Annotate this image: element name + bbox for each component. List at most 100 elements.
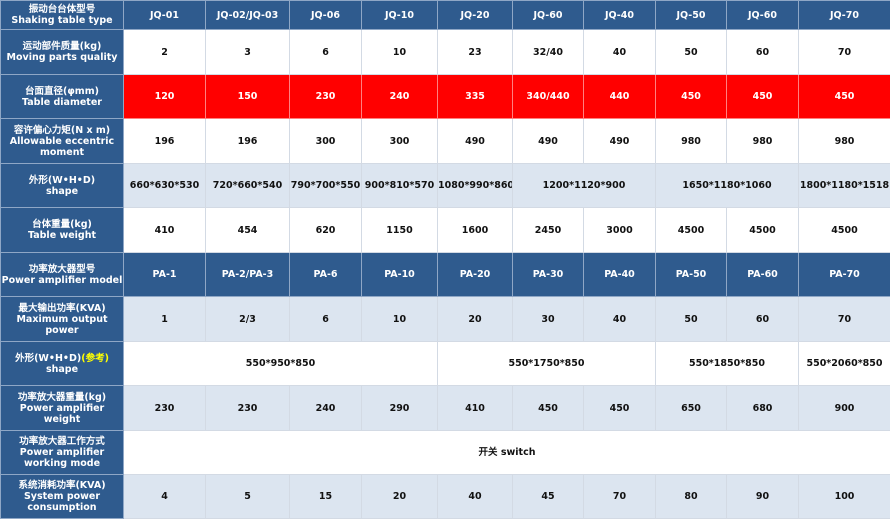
table-cell: 450 — [727, 75, 799, 119]
table-cell: 50 — [656, 297, 727, 342]
row-label-cn: 容许偏心力矩(N x m) — [1, 125, 123, 136]
table-cell: 980 — [727, 119, 799, 164]
table-cell: 335 — [438, 75, 513, 119]
table-cell: 90 — [727, 475, 799, 519]
row-label-cn: 系统消耗功率(KVA) — [1, 480, 123, 491]
table-cell: 550*1750*850 — [438, 342, 656, 386]
table-cell: 290 — [362, 386, 438, 431]
table-cell: JQ-20 — [438, 1, 513, 30]
table-cell: PA-70 — [799, 253, 890, 297]
row-label-cn: 振动台台体型号 — [1, 4, 123, 15]
table-cell: JQ-01 — [124, 1, 206, 30]
table-cell: 40 — [584, 30, 656, 75]
table-cell: 410 — [438, 386, 513, 431]
table-cell: 900*810*570 — [362, 164, 438, 208]
table-cell: 30 — [513, 297, 584, 342]
table-cell: 900 — [799, 386, 890, 431]
table-cell: 50 — [656, 30, 727, 75]
row-label-cn-text: 外形(W•H•D) — [15, 353, 81, 364]
table-cell: 3000 — [584, 208, 656, 253]
row-label-cn: 最大输出功率(KVA) — [1, 303, 123, 314]
table-cell: JQ-60 — [727, 1, 799, 30]
table-cell: PA-50 — [656, 253, 727, 297]
table-cell: 230 — [290, 75, 362, 119]
row-label-cn-text: 振动台台体型号 — [29, 4, 96, 15]
table-cell: 230 — [124, 386, 206, 431]
row-label-en: Power amplifier model — [1, 275, 123, 286]
row-label-en: Allowable eccentric moment — [1, 136, 123, 158]
row-label-cn: 外形(W•H•D) — [1, 175, 123, 186]
table-cell: JQ-70 — [799, 1, 890, 30]
table-cell: 454 — [206, 208, 290, 253]
table-cell: 3 — [206, 30, 290, 75]
table-cell: 60 — [727, 297, 799, 342]
table-cell: 240 — [362, 75, 438, 119]
table-cell: 450 — [799, 75, 890, 119]
table-cell: 6 — [290, 297, 362, 342]
row-header: 台面直径(φmm)Table diameter — [1, 75, 124, 119]
table-cell: 196 — [206, 119, 290, 164]
row-label-en: shape — [1, 364, 123, 375]
table-cell: 550*2060*850 — [799, 342, 890, 386]
table-cell: PA-30 — [513, 253, 584, 297]
table-cell: 2450 — [513, 208, 584, 253]
row-label-cn-text: 台面直径(φmm) — [25, 86, 99, 97]
table-cell: 60 — [727, 30, 799, 75]
table-cell: 650 — [656, 386, 727, 431]
table-cell: 490 — [584, 119, 656, 164]
table-cell: PA-20 — [438, 253, 513, 297]
table-cell: 80 — [656, 475, 727, 519]
row-header: 外形(W•H•D)(参考)shape — [1, 342, 124, 386]
row-label-cn: 功率放大器重量(kg) — [1, 392, 123, 403]
reference-note: (参考) — [81, 353, 109, 364]
table-cell: 1800*1180*1518 — [799, 164, 890, 208]
row-label-cn-text: 功率放大器型号 — [29, 264, 96, 275]
table-cell: 440 — [584, 75, 656, 119]
table-cell: 680 — [727, 386, 799, 431]
row-label-cn: 台面直径(φmm) — [1, 86, 123, 97]
table-cell: 550*950*850 — [124, 342, 438, 386]
table-cell: JQ-02/JQ-03 — [206, 1, 290, 30]
table-cell: 1200*1120*900 — [513, 164, 656, 208]
table-cell: 5 — [206, 475, 290, 519]
table-cell: 196 — [124, 119, 206, 164]
table-cell: PA-6 — [290, 253, 362, 297]
row-label-cn: 外形(W•H•D)(参考) — [1, 353, 123, 364]
table-cell: JQ-60 — [513, 1, 584, 30]
table-cell: 10 — [362, 297, 438, 342]
row-label-en: Power amplifier working mode — [1, 447, 123, 469]
row-label-cn: 功率放大器型号 — [1, 264, 123, 275]
table-cell: 1080*990*860 — [438, 164, 513, 208]
table-cell: 790*700*550 — [290, 164, 362, 208]
table-cell: 720*660*540 — [206, 164, 290, 208]
row-header: 容许偏心力矩(N x m)Allowable eccentric moment — [1, 119, 124, 164]
table-cell: 70 — [799, 297, 890, 342]
row-label-cn-text: 最大输出功率(KVA) — [18, 303, 105, 314]
row-header: 最大输出功率(KVA)Maximum output power — [1, 297, 124, 342]
table-cell: 450 — [584, 386, 656, 431]
table-cell: PA-10 — [362, 253, 438, 297]
row-label-en: Power amplifier weight — [1, 403, 123, 425]
table-cell: 1 — [124, 297, 206, 342]
table-cell: 23 — [438, 30, 513, 75]
row-label-cn-text: 外形(W•H•D) — [29, 175, 95, 186]
row-label-cn-text: 系统消耗功率(KVA) — [18, 480, 105, 491]
table-cell: 10 — [362, 30, 438, 75]
table-cell: PA-40 — [584, 253, 656, 297]
table-cell: 100 — [799, 475, 890, 519]
table-cell: 620 — [290, 208, 362, 253]
row-header: 运动部件质量(kg)Moving parts quality — [1, 30, 124, 75]
table-cell: 4500 — [727, 208, 799, 253]
row-label-en: Shaking table type — [1, 15, 123, 26]
